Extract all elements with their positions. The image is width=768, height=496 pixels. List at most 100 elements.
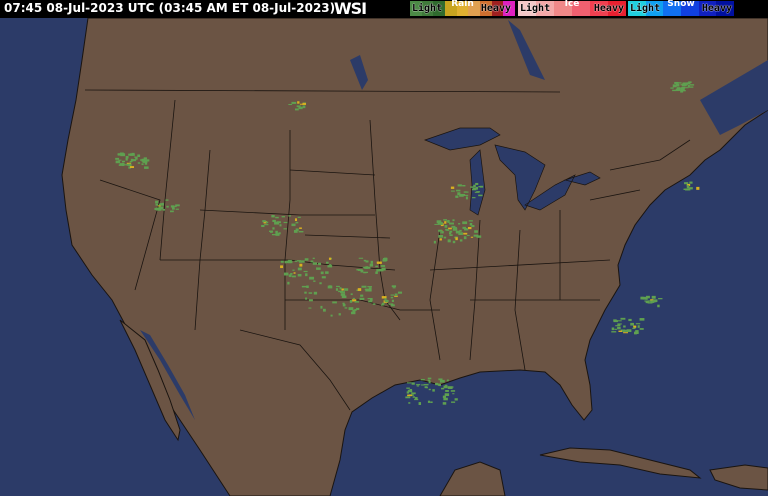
precip-echo — [376, 269, 381, 272]
precip-echo — [438, 229, 443, 232]
precip-echo — [443, 385, 448, 389]
legend-rain-light: Light — [412, 3, 443, 14]
legend-ice-light: Light — [520, 3, 551, 14]
precip-echo — [463, 194, 469, 196]
great-lakes — [423, 127, 601, 216]
precip-echo — [141, 163, 144, 166]
precip-echo — [319, 282, 322, 285]
precip-echo — [475, 182, 479, 185]
precip-echo — [628, 318, 632, 322]
precip-echo — [340, 291, 345, 293]
yucatan — [439, 461, 506, 496]
precip-echo — [293, 272, 296, 274]
precip-echo — [312, 262, 318, 265]
precip-echo — [688, 187, 693, 189]
nova-scotia — [700, 60, 768, 135]
precip-echo — [381, 267, 386, 271]
legend-swatch — [503, 1, 516, 16]
precip-echo — [444, 393, 450, 397]
precip-echo — [263, 221, 267, 224]
precip-echo — [161, 202, 164, 206]
precip-echo — [626, 329, 632, 333]
precip-echo — [635, 323, 641, 325]
precip-echo — [341, 288, 346, 291]
precip-echo — [283, 221, 288, 224]
precip-echo — [126, 163, 132, 166]
precip-echo — [144, 159, 150, 162]
precip-echo — [611, 327, 615, 331]
precip-echo — [441, 387, 445, 390]
precip-echo — [674, 81, 679, 84]
state-borders — [84, 89, 691, 411]
precip-echo — [420, 378, 425, 381]
precip-echo — [406, 382, 412, 384]
precip-echo — [443, 219, 448, 221]
precip-echo — [320, 305, 323, 309]
precip-echo — [647, 302, 653, 304]
precip-echo — [457, 192, 461, 196]
precip-echo — [471, 188, 477, 191]
precip-echo — [313, 280, 316, 282]
precip-echo — [450, 390, 456, 392]
precip-echo — [675, 83, 680, 87]
precip-echo — [459, 229, 462, 232]
precip-echo — [416, 385, 420, 387]
precip-echo — [411, 382, 415, 385]
precip-echo — [406, 391, 410, 394]
precip-echo — [443, 236, 447, 239]
precip-echo — [328, 285, 332, 288]
precip-echo — [439, 223, 443, 225]
precip-echo — [397, 291, 403, 294]
precip-echo — [381, 296, 387, 299]
precip-echo — [288, 103, 293, 106]
precip-echo — [316, 267, 321, 270]
precip-echo — [305, 273, 308, 277]
precip-echo — [372, 303, 376, 305]
precip-echo — [367, 266, 371, 269]
precip-echo — [284, 260, 287, 264]
precip-echo — [291, 223, 296, 227]
precip-echo — [470, 236, 474, 238]
precip-echo — [436, 220, 442, 224]
precip-echo — [427, 377, 432, 380]
precip-echo — [304, 291, 307, 294]
precip-echo — [428, 380, 431, 384]
precip-echo — [268, 230, 274, 233]
legend-swatch — [491, 1, 504, 16]
precip-echo — [617, 320, 622, 322]
precip-echo — [394, 295, 398, 297]
precip-echo — [370, 260, 373, 264]
precip-echo — [650, 300, 655, 303]
precip-echo — [439, 238, 442, 241]
precip-echo — [271, 233, 276, 236]
precip-echo — [464, 228, 468, 230]
precip-echo — [133, 159, 137, 162]
precip-echo — [465, 196, 468, 200]
precip-echo — [479, 185, 484, 188]
precip-echo — [154, 207, 158, 211]
precip-echo — [620, 317, 626, 320]
precip-echo — [408, 402, 411, 404]
precip-echo — [449, 230, 453, 233]
precip-echo — [657, 304, 660, 308]
precip-echo — [174, 205, 177, 208]
precip-echo — [302, 102, 306, 105]
precip-echo — [623, 332, 628, 334]
precip-echo — [441, 231, 444, 234]
precip-echo — [448, 232, 452, 235]
precip-echo — [390, 294, 395, 296]
precip-echo — [126, 162, 132, 165]
precip-echo — [390, 296, 394, 299]
precip-echo — [120, 153, 126, 157]
precip-echo — [363, 266, 368, 269]
precip-echo — [125, 157, 128, 161]
precip-echo — [453, 227, 457, 229]
precip-echo — [433, 240, 436, 244]
precip-echo — [308, 299, 313, 302]
precip-echo — [452, 219, 455, 222]
precip-echo — [115, 157, 119, 160]
precip-echo — [462, 221, 468, 225]
precip-echo — [118, 159, 122, 161]
legend-swatch — [628, 1, 646, 16]
